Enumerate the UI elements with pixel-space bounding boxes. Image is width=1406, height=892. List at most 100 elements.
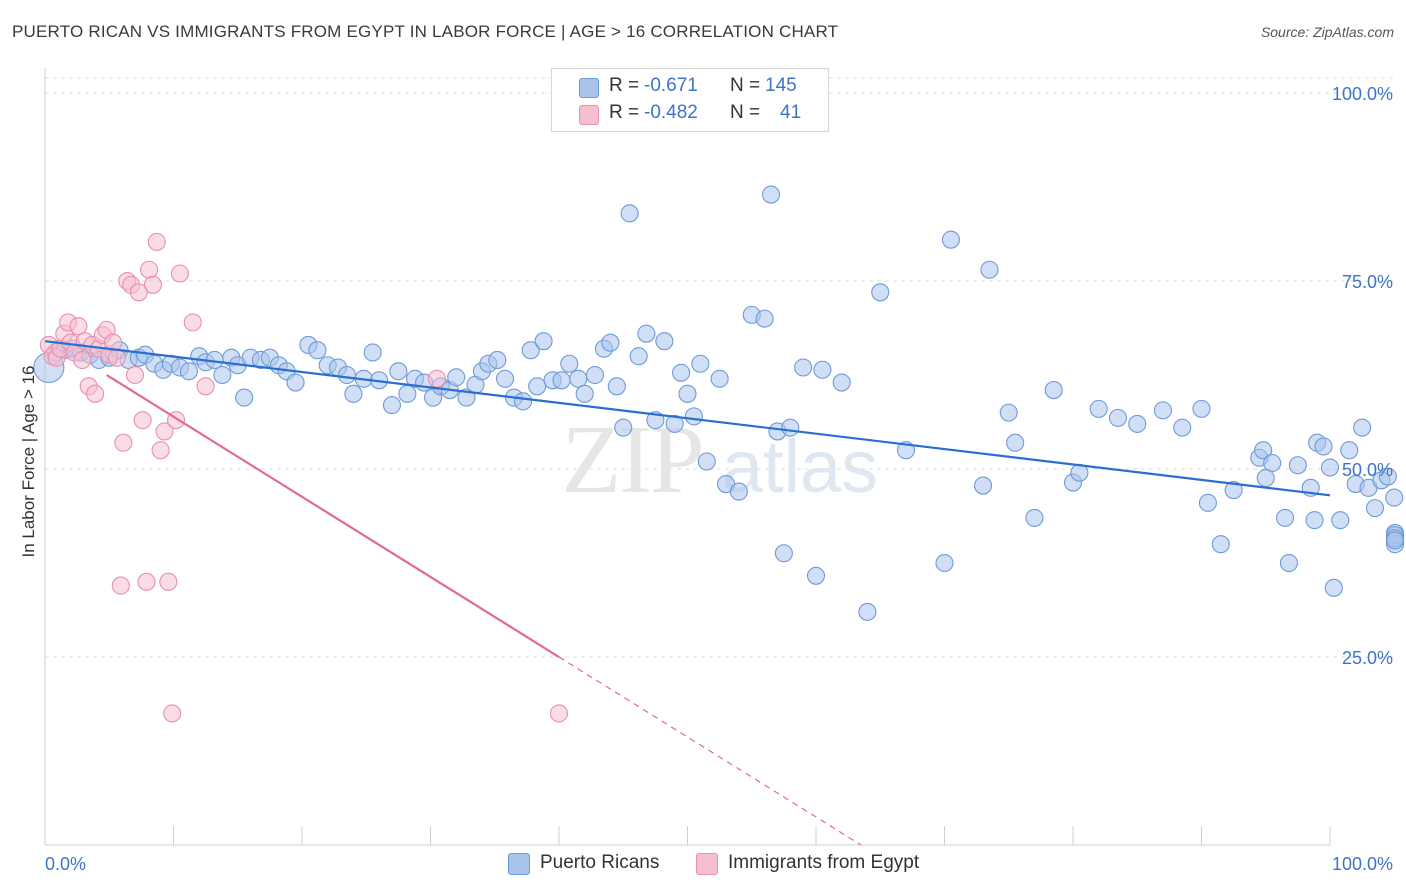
puerto-rican-point	[601, 333, 620, 352]
legend-row-egypt: R = -0.482 N = 41	[552, 101, 828, 127]
puerto-rican-point	[832, 373, 851, 392]
egypt-point	[159, 572, 178, 591]
egypt-point	[427, 369, 446, 388]
y-tick-label: 75.0%	[1342, 272, 1393, 292]
y-tick-label: 100.0%	[1332, 84, 1393, 104]
legend-n-value: 41	[780, 102, 802, 123]
puerto-rican-point	[691, 354, 710, 373]
puerto-rican-point	[447, 368, 466, 387]
puerto-rican-point	[774, 544, 793, 563]
puerto-rican-point	[620, 204, 639, 223]
legend-r-value: -0.671	[644, 75, 698, 96]
puerto-rican-point	[1365, 499, 1385, 518]
puerto-rican-point	[1224, 481, 1243, 500]
legend-r-label: R =	[609, 75, 640, 96]
series-swatch-egypt	[696, 853, 718, 875]
egypt-point	[549, 704, 569, 723]
legend-swatch-egypt	[579, 105, 599, 125]
legend-swatch-puerto-ricans	[579, 78, 599, 98]
axis-labels: 25.0% 50.0% 75.0% 100.0% 0.0% 100.0% In Labor …	[19, 84, 1393, 874]
puerto-rican-point	[560, 354, 579, 373]
puerto-rican-point	[1006, 433, 1025, 452]
egypt-point	[155, 422, 174, 441]
puerto-rican-point	[1044, 381, 1063, 400]
puerto-rican-point	[528, 377, 547, 396]
puerto-rican-point	[1153, 401, 1172, 420]
puerto-rican-point	[1275, 508, 1295, 527]
puerto-rican-point	[813, 360, 832, 379]
axes	[44, 68, 1331, 846]
egypt-point	[137, 572, 156, 591]
egypt-point	[163, 704, 182, 723]
egypt-point	[114, 433, 133, 452]
y-axis-title: In Labor Force | Age > 16	[19, 365, 38, 557]
puerto-rican-point	[629, 347, 648, 366]
egypt-point	[86, 384, 105, 403]
egypt-point	[143, 275, 162, 294]
puerto-rican-point	[569, 369, 588, 388]
data-points	[33, 185, 1405, 723]
egypt-point	[107, 348, 127, 367]
puerto-rican-point	[552, 371, 571, 390]
egypt-point	[129, 283, 148, 302]
puerto-rican-point	[389, 362, 408, 381]
egypt-point	[183, 313, 202, 332]
puerto-rican-point	[344, 384, 363, 403]
legend-n-label: N =	[730, 102, 761, 123]
puerto-rican-point	[794, 358, 813, 377]
puerto-rican-trend-line	[44, 340, 1331, 497]
chart-source: Source: ZipAtlas.com	[1260, 24, 1394, 40]
egypt-point	[170, 264, 189, 283]
puerto-rican-point	[534, 332, 553, 351]
egypt-point	[140, 260, 159, 279]
puerto-rican-point	[1314, 437, 1333, 456]
puerto-rican-point	[382, 396, 402, 415]
puerto-rican-point	[729, 482, 748, 501]
puerto-rican-point	[1025, 508, 1044, 527]
puerto-rican-point	[1108, 408, 1128, 427]
puerto-rican-point	[1173, 418, 1192, 437]
egypt-trend-extension	[558, 656, 862, 846]
x-tick-label-max: 100.0%	[1332, 854, 1393, 874]
legend-r-value: -0.482	[644, 102, 698, 123]
puerto-rican-point	[1324, 578, 1343, 597]
puerto-rican-point	[1288, 456, 1307, 475]
puerto-rican-point	[488, 350, 507, 370]
puerto-rican-point	[308, 341, 327, 360]
egypt-point	[73, 350, 92, 370]
puerto-rican-point	[363, 343, 382, 362]
egypt-point	[111, 576, 130, 595]
stats-legend: R = -0.671 N = 145 R = -0.482 N = 41	[551, 68, 829, 132]
puerto-rican-point	[678, 384, 697, 403]
puerto-rican-point	[1192, 399, 1211, 418]
puerto-rican-point	[1331, 511, 1350, 530]
puerto-rican-point	[761, 185, 781, 204]
egypt-point	[69, 317, 88, 336]
egypt-point	[151, 441, 170, 460]
puerto-rican-point	[614, 418, 633, 437]
egypt-point	[147, 232, 166, 251]
puerto-rican-point	[1256, 468, 1275, 488]
puerto-rican-point	[1340, 441, 1359, 460]
puerto-rican-point	[1279, 553, 1298, 573]
puerto-rican-point	[941, 230, 960, 249]
grid-lines	[45, 77, 1395, 658]
puerto-rican-point	[1089, 399, 1108, 418]
puerto-rican-point	[1385, 531, 1405, 550]
puerto-rican-point	[1353, 418, 1372, 437]
puerto-rican-point	[1378, 467, 1397, 486]
puerto-rican-point	[697, 452, 716, 471]
puerto-rican-point	[521, 341, 540, 360]
chart-title: PUERTO RICAN VS IMMIGRANTS FROM EGYPT IN…	[12, 22, 839, 41]
legend-row-puerto-ricans: R = -0.671 N = 145	[552, 74, 828, 100]
puerto-rican-point	[980, 260, 999, 279]
puerto-rican-point	[806, 566, 826, 585]
puerto-rican-point	[513, 392, 533, 411]
puerto-rican-point	[398, 384, 417, 403]
puerto-rican-point	[973, 476, 993, 495]
puerto-rican-point	[1254, 441, 1273, 460]
egypt-point	[125, 365, 144, 385]
puerto-rican-point	[684, 407, 703, 426]
puerto-rican-point	[179, 362, 198, 381]
